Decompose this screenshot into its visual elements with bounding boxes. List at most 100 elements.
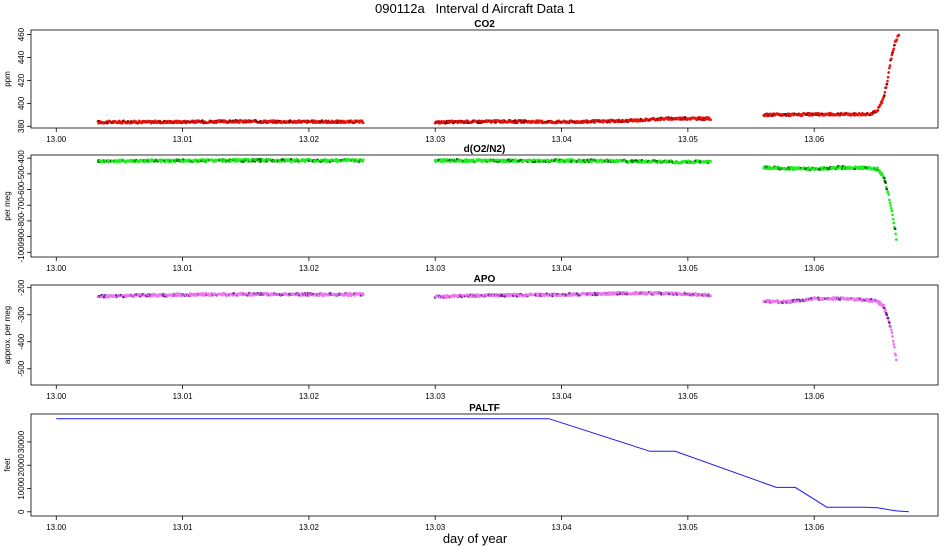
data-point [841, 165, 845, 168]
data-point [888, 201, 892, 204]
y-tick-label: -500 [17, 360, 26, 377]
data-point [887, 193, 891, 197]
data-point [888, 66, 891, 70]
x-tick-label: 13.02 [299, 135, 320, 144]
data-point [888, 198, 891, 202]
plot-frame [30, 154, 939, 258]
x-tick-label: 13.01 [173, 264, 194, 273]
x-tick-label: 13.02 [299, 392, 320, 401]
y-tick-label: 10000 [17, 477, 26, 500]
data-point [885, 313, 889, 317]
data-point [886, 79, 889, 83]
data-point [890, 53, 894, 57]
x-tick-label: 13.01 [173, 523, 194, 532]
x-tick-label: 13.06 [804, 392, 825, 401]
data-point [878, 300, 882, 304]
data-point [891, 51, 894, 55]
data-point [894, 358, 898, 362]
y-tick-label: -900 [17, 228, 26, 245]
y-axis-label: feet [3, 458, 12, 472]
data-point [536, 121, 540, 125]
data-point [709, 159, 712, 163]
y-tick-label: 0 [17, 509, 26, 514]
data-point [593, 121, 596, 124]
data-point [361, 158, 365, 162]
data-point [361, 293, 365, 296]
data-point [884, 181, 887, 184]
x-tick-label: 13.04 [552, 264, 573, 273]
x-tick-label: 13.05 [678, 392, 699, 401]
x-tick-label: 13.03 [425, 264, 446, 273]
data-point [891, 217, 895, 221]
data-point [891, 335, 894, 338]
data-point [887, 71, 891, 74]
data-point [892, 221, 896, 225]
y-tick-label: -400 [17, 150, 26, 167]
x-tick-label: 13.00 [46, 264, 67, 273]
data-point [884, 308, 887, 312]
x-tick-label: 13.01 [173, 135, 194, 144]
x-tick-label: 13.05 [678, 135, 699, 144]
y-tick-label: 420 [17, 73, 26, 87]
x-tick-label: 13.04 [552, 392, 573, 401]
x-tick-label: 13.03 [425, 523, 446, 532]
plot-frame [30, 284, 939, 386]
data-point [893, 345, 896, 349]
plot-title: PALTF [469, 403, 500, 414]
y-tick-label: -400 [17, 333, 26, 350]
data-point [885, 82, 889, 86]
x-tick-label: 13.05 [678, 523, 699, 532]
data-point [894, 238, 898, 241]
data-point [880, 101, 884, 105]
data-point [895, 38, 899, 42]
y-tick-label: 460 [17, 27, 26, 41]
plot-title: d(O2/N2) [464, 144, 506, 155]
data-point [221, 160, 224, 163]
y-tick-label: -300 [17, 306, 26, 323]
figure-title: 090112a Interval d Aircraft Data 1 [375, 1, 575, 16]
data-point [897, 33, 901, 37]
x-tick-label: 13.06 [804, 264, 825, 273]
y-tick-label: -800 [17, 212, 26, 229]
y-tick-label: 30000 [17, 430, 26, 453]
y-tick-label: -200 [17, 279, 26, 296]
plot-frame [30, 29, 939, 129]
x-tick-label: 13.06 [804, 523, 825, 532]
y-tick-label: 380 [17, 119, 26, 133]
x-tick-label: 13.03 [425, 135, 446, 144]
y-axis-label: per meg [3, 191, 12, 220]
data-point [894, 232, 898, 236]
data-point [886, 316, 890, 320]
data-point [889, 207, 893, 210]
data-point [892, 47, 896, 51]
data-point [889, 57, 893, 61]
data-point [876, 166, 879, 170]
data-point [882, 176, 886, 180]
data-point [886, 75, 890, 79]
plot-title: CO2 [474, 19, 495, 30]
data-point [893, 227, 897, 231]
y-tick-label: -700 [17, 197, 26, 214]
x-tick-label: 13.04 [552, 523, 573, 532]
data-point [709, 294, 712, 298]
data-point [888, 64, 892, 67]
data-point [471, 158, 475, 162]
data-point [891, 339, 895, 343]
data-point [894, 354, 898, 357]
data-point [886, 190, 890, 194]
y-axis-label: approx. per meg [3, 306, 12, 364]
data-point [709, 118, 712, 122]
x-tick-label: 13.02 [299, 523, 320, 532]
x-tick-label: 13.01 [173, 392, 194, 401]
data-point [892, 342, 896, 346]
data-point [888, 321, 891, 324]
plot-frame [30, 413, 939, 517]
data-point [876, 108, 880, 112]
data-point [893, 43, 896, 47]
x-tick-label: 13.00 [46, 135, 67, 144]
y-tick-label: -1000 [17, 242, 26, 263]
data-point [889, 328, 893, 332]
y-axis-label: ppm [3, 71, 12, 87]
x-tick-label: 13.00 [46, 523, 67, 532]
